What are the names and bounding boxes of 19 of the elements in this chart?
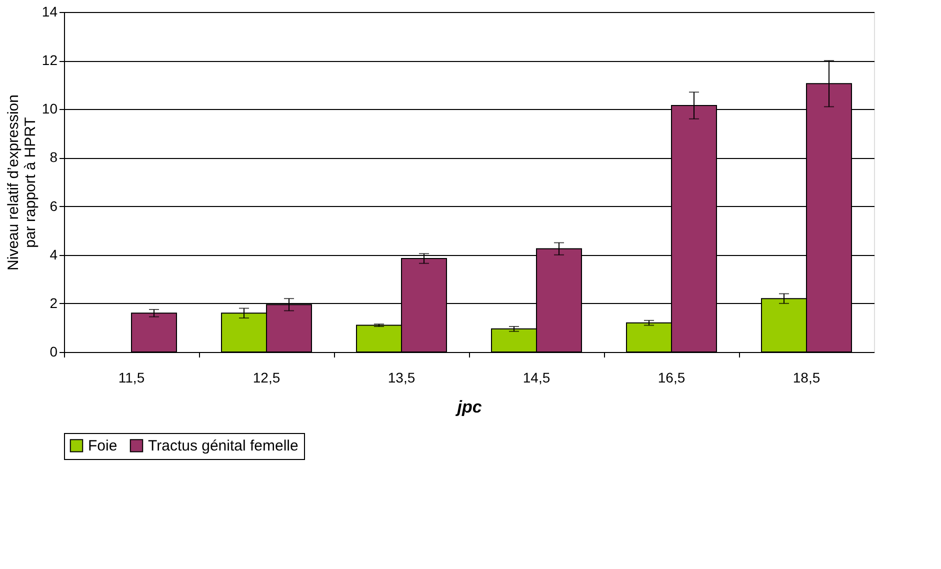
bar	[131, 312, 177, 352]
x-tick-label: 14,5	[522, 370, 550, 386]
y-tick-label: 14	[42, 4, 58, 20]
y-tick-label: 6	[50, 198, 58, 214]
x-axis-title: jpc	[455, 398, 482, 416]
y-tick-label: 2	[50, 294, 58, 311]
x-tick-label: 11,5	[118, 370, 145, 386]
x-tick-label: 16,5	[658, 370, 686, 386]
legend-label: Foie	[88, 438, 118, 455]
y-tick-label: 0	[50, 344, 58, 360]
y-axis-title: Niveau relatif d’expression par rapport à HPRT	[4, 94, 39, 270]
legend-label: Tractus génital femelle	[148, 438, 298, 455]
y-tick-label: 8	[50, 149, 58, 166]
y-tick-label: 4	[50, 246, 58, 262]
y-tick-label: 12	[42, 52, 58, 68]
y-tick-label: 10	[42, 100, 58, 117]
x-tick-label: 12,5	[252, 370, 280, 386]
x-tick-label: 13,5	[388, 370, 416, 386]
x-tick-label: 18,5	[792, 370, 820, 386]
